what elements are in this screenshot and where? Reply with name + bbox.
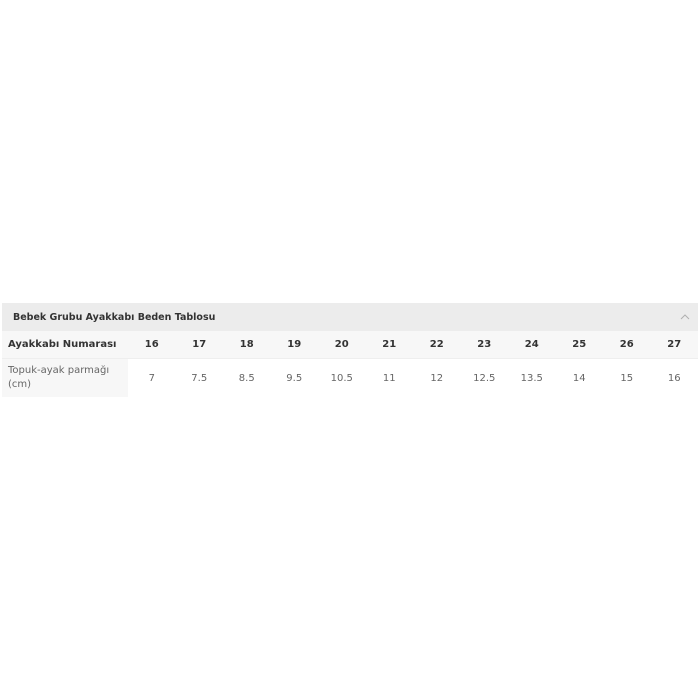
size-value-cell: 7 [128,358,176,397]
size-chart-title: Bebek Grubu Ayakkabı Beden Tablosu [13,311,216,323]
size-header-cell: 21 [365,331,413,359]
size-header-cell: 19 [270,331,318,359]
size-value-cell: 9.5 [270,358,318,397]
size-header-cell: 27 [650,331,698,359]
size-header-cell: 22 [413,331,461,359]
size-value-cell: 10.5 [318,358,366,397]
size-header-cell: 16 [128,331,176,359]
size-chart-table: Ayakkabı Numarası 16 17 18 19 20 21 22 23 24 25 26 2… [2,331,698,397]
chevron-up-icon[interactable] [680,312,690,322]
size-value-cell: 13.5 [508,358,556,397]
size-value-cell: 12 [413,358,461,397]
size-header-cell: 18 [223,331,271,359]
size-header-cell: 24 [508,331,556,359]
row-label: Topuk-ayak parmağı (cm) [2,358,128,397]
size-header-cell: 20 [318,331,366,359]
size-value-cell: 16 [650,358,698,397]
size-chart-header[interactable]: Bebek Grubu Ayakkabı Beden Tablosu [2,303,698,331]
size-header-cell: 26 [603,331,651,359]
size-value-cell: 15 [603,358,651,397]
size-value-cell: 11 [365,358,413,397]
size-value-cell: 8.5 [223,358,271,397]
table-row: Ayakkabı Numarası 16 17 18 19 20 21 22 23 24 25 26 2… [2,331,698,359]
size-header-cell: 23 [460,331,508,359]
size-header-cell: 25 [555,331,603,359]
row-label: Ayakkabı Numarası [2,331,128,359]
size-value-cell: 12.5 [460,358,508,397]
size-value-cell: 14 [555,358,603,397]
table-row: Topuk-ayak parmağı (cm) 7 7.5 8.5 9.5 10.5 11 1… [2,358,698,397]
size-header-cell: 17 [175,331,223,359]
size-chart-panel: Bebek Grubu Ayakkabı Beden Tablosu Ayakk… [2,303,698,397]
size-value-cell: 7.5 [175,358,223,397]
